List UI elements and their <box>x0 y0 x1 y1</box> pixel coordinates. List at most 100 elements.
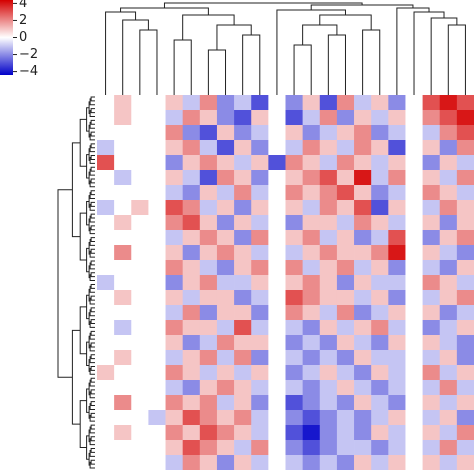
heatmap-cell <box>336 290 355 306</box>
heatmap-cell <box>354 455 372 470</box>
heatmap-cell <box>148 95 166 111</box>
heatmap-cell <box>405 305 423 321</box>
heatmap-cell <box>354 125 372 141</box>
heatmap-cell <box>97 305 115 321</box>
colorbar <box>0 0 13 75</box>
heatmap-cell <box>234 335 252 351</box>
heatmap-cell <box>268 170 286 186</box>
heatmap-cell <box>148 125 166 141</box>
heatmap-cell <box>319 425 338 441</box>
heatmap-cell <box>371 110 389 126</box>
heatmap-cell <box>405 410 423 426</box>
heatmap-cell <box>251 230 269 246</box>
heatmap-cell <box>251 425 269 441</box>
heatmap-cell <box>234 230 252 246</box>
row-dendrogram-link <box>90 272 95 278</box>
heatmap-cell <box>456 95 474 111</box>
heatmap-cell <box>388 350 406 366</box>
heatmap-cell <box>268 290 286 306</box>
heatmap-cell <box>422 170 441 186</box>
row-dendrogram-link <box>90 108 95 114</box>
heatmap-cell <box>199 365 218 381</box>
heatmap-cell <box>268 365 286 381</box>
heatmap-cell <box>422 425 441 441</box>
heatmap-cell <box>97 245 115 261</box>
heatmap-cell <box>388 455 406 470</box>
heatmap-cell <box>422 215 441 231</box>
heatmap-cell <box>182 170 201 186</box>
heatmap-cell <box>216 215 235 231</box>
heatmap-cell <box>405 380 423 396</box>
row-dendrogram-link <box>90 307 95 313</box>
heatmap-cell <box>182 155 201 171</box>
heatmap-cell <box>114 110 132 126</box>
heatmap-cell <box>319 455 338 470</box>
heatmap-cell <box>336 245 355 261</box>
heatmap-cell <box>354 320 372 336</box>
heatmap-cell <box>114 395 132 411</box>
heatmap-cell <box>114 440 132 456</box>
heatmap-cell <box>251 410 269 426</box>
column-dendrogram-link <box>362 29 381 95</box>
heatmap-cell <box>422 275 441 291</box>
heatmap-cell <box>199 110 218 126</box>
heatmap-cell <box>114 275 132 291</box>
heatmap-cell <box>165 395 183 411</box>
heatmap-cell <box>182 365 201 381</box>
heatmap-cell <box>268 125 286 141</box>
heatmap-cell <box>439 365 458 381</box>
heatmap-cell <box>285 335 303 351</box>
heatmap-cell <box>388 275 406 291</box>
heatmap-cell <box>302 425 321 441</box>
heatmap-cell <box>371 320 389 336</box>
heatmap-cell <box>114 410 132 426</box>
heatmap-cell <box>268 200 286 216</box>
heatmap-cell <box>456 275 474 291</box>
heatmap-cell <box>148 140 166 156</box>
heatmap-cell <box>148 305 166 321</box>
heatmap-cell <box>97 215 115 231</box>
heatmap-cell <box>251 395 269 411</box>
heatmap-cell <box>234 350 252 366</box>
heatmap-cell <box>131 395 149 411</box>
heatmap-cell <box>182 110 201 126</box>
heatmap-cell <box>165 425 183 441</box>
heatmap-cell <box>354 110 372 126</box>
heatmap-cell <box>251 350 269 366</box>
heatmap-cell <box>405 455 423 470</box>
heatmap-cell <box>165 260 183 276</box>
heatmap-cell <box>456 425 474 441</box>
heatmap-cell <box>285 380 303 396</box>
heatmap-cell <box>199 215 218 231</box>
heatmap-cell <box>234 380 252 396</box>
heatmap-cell <box>285 200 303 216</box>
heatmap-cell <box>354 440 372 456</box>
heatmap-cell <box>354 140 372 156</box>
heatmap-cell <box>97 110 115 126</box>
heatmap-cell <box>388 365 406 381</box>
heatmap-cell <box>388 95 406 111</box>
heatmap-cell <box>422 230 441 246</box>
heatmap-cell <box>285 245 303 261</box>
heatmap-cell <box>216 380 235 396</box>
heatmap-cell <box>354 380 372 396</box>
heatmap-cell <box>354 185 372 201</box>
heatmap-cell <box>165 350 183 366</box>
heatmap-cell <box>234 200 252 216</box>
heatmap-cell <box>422 455 441 470</box>
heatmap-cell <box>234 395 252 411</box>
heatmap-cell <box>336 140 355 156</box>
heatmap-cell <box>131 110 149 126</box>
heatmap-cell <box>354 245 372 261</box>
column-dendrogram-link <box>242 34 261 95</box>
heatmap-cell <box>251 305 269 321</box>
heatmap-cell <box>131 380 149 396</box>
heatmap-cell <box>456 230 474 246</box>
row-dendrogram-link <box>90 365 95 371</box>
row-dendrogram-link <box>71 142 81 238</box>
heatmap-cell <box>371 125 389 141</box>
heatmap-cell <box>216 200 235 216</box>
heatmap-cell <box>148 380 166 396</box>
heatmap-cell <box>165 140 183 156</box>
heatmap-cell <box>319 110 338 126</box>
